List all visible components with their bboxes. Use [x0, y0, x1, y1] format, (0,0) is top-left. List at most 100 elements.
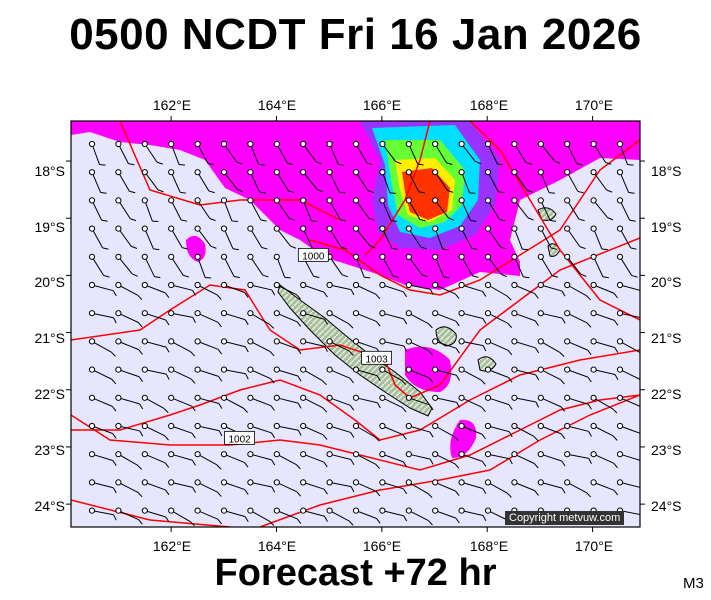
wind-barb [379, 451, 407, 467]
wind-barb [458, 140, 481, 165]
wind-barb [590, 169, 613, 193]
axis-ticks [66, 116, 645, 532]
wind-barb [564, 338, 592, 356]
wind-barb [115, 169, 136, 194]
wind-barb [115, 225, 138, 249]
wind-barb [168, 422, 196, 439]
wind-barb [326, 507, 354, 526]
wind-barb [379, 310, 408, 325]
wind-barb [115, 197, 137, 222]
wind-barb [458, 310, 487, 324]
wind-barb [590, 394, 618, 414]
isobar-line-9 [469, 121, 640, 321]
wind-barb [484, 366, 513, 383]
wind-barb [432, 310, 460, 327]
wind-barb [326, 451, 355, 465]
y-tick-right-23: 23°S [651, 442, 682, 458]
wind-barb [379, 197, 398, 222]
x-tick-top-162: 162°E [152, 97, 192, 113]
wind-barb [511, 422, 539, 442]
wind-barb [590, 197, 614, 221]
land-lifou [435, 326, 457, 347]
wind-barb [115, 451, 143, 470]
wind-barb [220, 310, 249, 325]
wind-barb [326, 225, 348, 250]
wind-barb [326, 197, 347, 222]
y-tick-right-21: 21°S [651, 330, 682, 346]
wind-barb [220, 479, 249, 495]
wind-barb [432, 140, 453, 165]
wind-barb [564, 140, 583, 166]
wind-barb [564, 479, 592, 498]
wind-barb [220, 197, 238, 223]
wind-barb [141, 479, 170, 496]
wind-barb [220, 394, 248, 413]
wind-barb [220, 281, 249, 298]
isobar-label-2: 1002 [224, 430, 255, 445]
wind-barb [511, 197, 534, 221]
wind-barb [300, 422, 328, 440]
wind-barb [458, 507, 487, 522]
wind-barb [115, 366, 144, 382]
wind-barb [300, 479, 328, 495]
wind-barb [247, 507, 275, 526]
wind-barb [590, 366, 619, 381]
wind-barb [300, 507, 328, 522]
wind-barb [511, 310, 539, 326]
wind-barb [141, 366, 170, 380]
wind-barb [352, 366, 381, 382]
wind-barb [458, 479, 487, 494]
wind-barb [352, 169, 374, 193]
wind-barb [273, 479, 302, 497]
wind-barb [115, 310, 143, 328]
wind-barb [590, 140, 612, 165]
wind-barb [220, 140, 243, 165]
wind-barb [247, 394, 275, 411]
wind-barb [432, 169, 454, 193]
wind-barb [300, 197, 318, 222]
wind-barb [537, 394, 566, 412]
land-mare [477, 356, 497, 372]
wind-barb [300, 169, 323, 193]
wind-barb [616, 479, 640, 488]
x-tick-bottom-164: 164°E [257, 538, 297, 554]
wind-barb [405, 197, 426, 222]
wind-barb [432, 479, 460, 497]
wind-barb [484, 253, 508, 278]
wind-barb [352, 422, 380, 442]
wind-barb [616, 225, 637, 250]
wind-barb [352, 310, 381, 327]
wind-barb [537, 422, 566, 440]
rain-light-small-2 [405, 346, 452, 392]
wind-barb [379, 479, 408, 495]
wind-barb [300, 366, 327, 386]
wind-barb [432, 253, 450, 279]
wind-barb [273, 281, 301, 300]
wind-barb [537, 338, 565, 357]
page-title: 0500 NCDT Fri 16 Jan 2026 [69, 10, 642, 59]
copyright-label: Copyright metvuw.com [505, 511, 625, 525]
wind-barb [484, 451, 513, 465]
wind-barb [379, 225, 399, 250]
wind-barb [326, 281, 355, 296]
wind-barb [616, 394, 640, 407]
wind-barb [326, 169, 346, 194]
wind-barb [379, 338, 408, 352]
wind-barb [537, 479, 566, 494]
wind-barb [432, 366, 460, 381]
wind-barb [168, 394, 196, 412]
wind-barb [616, 310, 640, 318]
y-tick-right-20: 20°S [651, 274, 682, 290]
wind-barb [405, 225, 427, 250]
wind-barb [220, 253, 240, 279]
wind-barb [141, 507, 170, 523]
wind-barb [458, 253, 479, 278]
wind-barb [405, 366, 434, 383]
wind-barb [168, 338, 196, 357]
wind-barb [590, 253, 609, 279]
wind-barb [590, 422, 618, 441]
wind-barb [141, 253, 161, 279]
wind-barb [88, 394, 117, 412]
rain-light-small-1 [186, 235, 206, 262]
wind-barb [168, 281, 196, 296]
